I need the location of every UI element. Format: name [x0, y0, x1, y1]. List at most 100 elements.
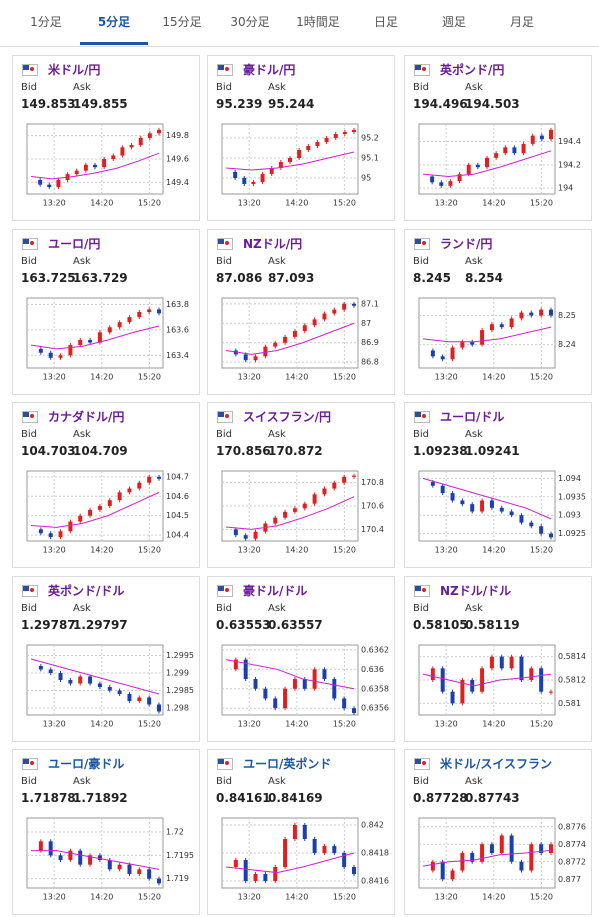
- mini-chart[interactable]: 0.6356 0.6358 0.636 0.6362 13:20 14:20 15:20: [208, 639, 394, 739]
- pair-title[interactable]: ユーロ/英ポンド: [243, 757, 332, 771]
- candle: [302, 325, 307, 332]
- y-tick-label: 1.093: [558, 511, 581, 520]
- candle: [107, 500, 112, 506]
- tab[interactable]: 1分足: [30, 15, 62, 29]
- candle: [466, 164, 471, 175]
- mini-chart[interactable]: 0.581 0.5812 0.5814 13:20 14:20 15:20: [405, 639, 591, 739]
- bid-label: Bid: [21, 603, 37, 614]
- candle: [457, 174, 462, 182]
- candle: [539, 668, 544, 692]
- pair-title[interactable]: カナダドル/円: [48, 410, 125, 424]
- candle: [509, 656, 514, 669]
- tab[interactable]: 15分足: [162, 15, 202, 29]
- tab[interactable]: 5分足: [80, 0, 148, 45]
- pair-title[interactable]: 米ドル/スイスフラン: [440, 757, 553, 771]
- x-tick-label: 14:20: [285, 199, 308, 208]
- x-tick-label: 15:20: [333, 720, 356, 729]
- pair-title[interactable]: ランド/円: [440, 237, 493, 251]
- mini-chart[interactable]: 95 95.1 95.2 13:20 14:20 15:20: [208, 118, 394, 218]
- plot-frame: [26, 297, 164, 369]
- pair-title[interactable]: 豪ドル/円: [243, 63, 296, 77]
- pair-title[interactable]: 豪ドル/ドル: [243, 584, 308, 598]
- ask-label: Ask: [73, 776, 91, 787]
- candle: [233, 172, 238, 178]
- ask-label: Ask: [73, 429, 91, 440]
- candle: [243, 860, 248, 881]
- pair-title[interactable]: 米ドル/円: [48, 63, 101, 77]
- candle: [440, 861, 445, 880]
- candle: [519, 656, 524, 680]
- candle: [440, 668, 445, 692]
- mini-chart[interactable]: 149.4 149.6 149.8 13:20 14:20 15:20: [13, 118, 199, 218]
- pair-title[interactable]: 英ポンド/ドル: [48, 584, 125, 598]
- mini-chart[interactable]: 0.8416 0.8418 0.842 13:20 14:20 15:20: [208, 812, 394, 912]
- y-tick-label: 1.299: [166, 669, 189, 678]
- pair-title[interactable]: スイスフラン/円: [243, 410, 332, 424]
- candle: [499, 656, 504, 669]
- x-tick-label: 13:20: [238, 373, 261, 382]
- y-tick-label: 1.298: [166, 704, 189, 713]
- plot-frame: [26, 470, 164, 542]
- mini-chart[interactable]: 163.4 163.6 163.8 13:20 14:20 15:20: [13, 292, 199, 392]
- y-tick-label: 104.7: [166, 472, 189, 481]
- bid-value: 1.71878: [21, 791, 76, 805]
- x-tick-label: 13:20: [43, 199, 66, 208]
- candle: [539, 844, 544, 853]
- moving-average: [30, 152, 160, 180]
- plot-frame: [418, 470, 556, 542]
- candle: [549, 844, 553, 853]
- candle: [283, 511, 288, 518]
- mini-chart[interactable]: 86.8 86.9 87 87.1 13:20 14:20 15:20: [208, 292, 394, 392]
- x-tick-label: 14:20: [90, 546, 113, 555]
- mini-chart[interactable]: 0.877 0.8772 0.8774 0.8776 13:20 14:20 15:20: [405, 812, 591, 912]
- candle: [430, 482, 435, 486]
- ask-value: 1.09241: [465, 444, 520, 458]
- y-tick-label: 0.6362: [361, 645, 389, 654]
- ask-value: 104.709: [73, 444, 128, 458]
- candle: [549, 533, 553, 538]
- tab[interactable]: 30分足: [230, 15, 270, 29]
- mini-chart[interactable]: 194 194.2 194.4 13:20 14:20 15:20: [405, 118, 591, 218]
- ask-label: Ask: [73, 603, 91, 614]
- mini-chart[interactable]: 1.719 1.7195 1.72 13:20 14:20 15:20: [13, 812, 199, 912]
- tab[interactable]: 1時間足: [296, 15, 340, 29]
- ask-value: 0.87743: [465, 791, 520, 805]
- x-tick-label: 13:20: [435, 720, 458, 729]
- mini-chart[interactable]: 1.298 1.2985 1.299 1.2995 13:20 14:20 15:20: [13, 639, 199, 739]
- mini-chart[interactable]: 1.0925 1.093 1.0935 1.094 13:20 14:20 15:20: [405, 465, 591, 565]
- candle: [88, 855, 93, 865]
- pair-title[interactable]: NZドル/ドル: [440, 584, 512, 598]
- bid-value: 149.853: [21, 97, 76, 111]
- candle: [253, 874, 258, 881]
- pair-title[interactable]: NZドル/円: [243, 237, 303, 251]
- pair-title[interactable]: ユーロ/ドル: [440, 410, 505, 424]
- plot-frame: [418, 817, 556, 889]
- bid-label: Bid: [413, 603, 429, 614]
- tab[interactable]: 月足: [509, 15, 534, 29]
- pair-title[interactable]: 英ポンド/円: [440, 63, 505, 77]
- flag-icon: [217, 585, 233, 597]
- mini-chart[interactable]: 8.24 8.25 13:20 14:20 15:20: [405, 292, 591, 392]
- mini-chart[interactable]: 104.4 104.5 104.6 104.7 13:20 14:20 15:20: [13, 465, 199, 565]
- bid-label: Bid: [216, 429, 232, 440]
- candle: [137, 697, 142, 701]
- tab[interactable]: 週足: [441, 15, 466, 29]
- ask-label: Ask: [465, 256, 483, 267]
- candle: [58, 531, 63, 538]
- candle: [117, 492, 122, 501]
- moving-average: [225, 151, 355, 171]
- candle: [38, 348, 43, 353]
- flag-icon: [217, 238, 233, 250]
- rate-card: カナダドル/円 Bid Ask 104.703 104.709 104.4 104.5 104…: [12, 402, 200, 568]
- pair-title[interactable]: ユーロ/豪ドル: [48, 757, 125, 771]
- candle: [147, 869, 152, 879]
- bid-label: Bid: [216, 256, 232, 267]
- rate-card: 米ドル/スイスフラン Bid Ask 0.87728 0.87743 0.877 0.877…: [404, 749, 592, 915]
- candle: [450, 870, 455, 880]
- tab[interactable]: 日足: [373, 15, 398, 29]
- bid-value: 0.63553: [216, 618, 271, 632]
- x-tick-label: 13:20: [238, 720, 261, 729]
- mini-chart[interactable]: 170.4 170.6 170.8 13:20 14:20 15:20: [208, 465, 394, 565]
- pair-title[interactable]: ユーロ/円: [48, 237, 101, 251]
- y-tick-label: 0.842: [361, 821, 384, 830]
